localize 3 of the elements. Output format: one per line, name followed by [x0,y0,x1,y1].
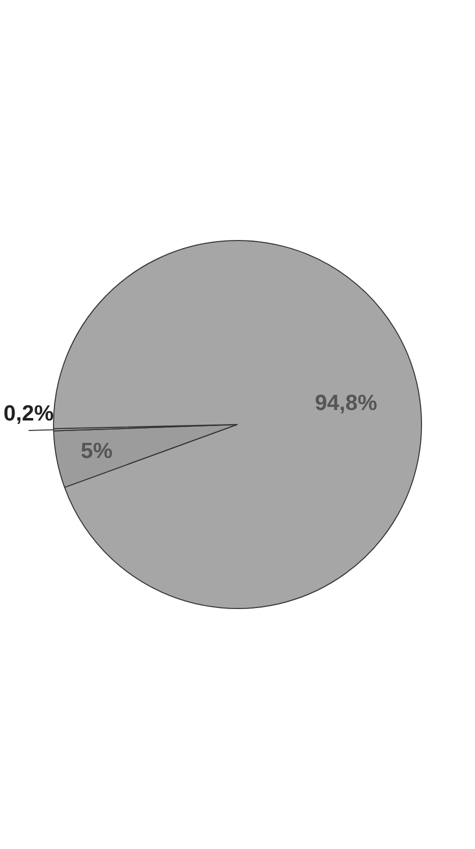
data-label: 5% [80,438,113,463]
data-label: 0,2% [4,400,54,426]
data-label: 94,8% [314,390,378,416]
